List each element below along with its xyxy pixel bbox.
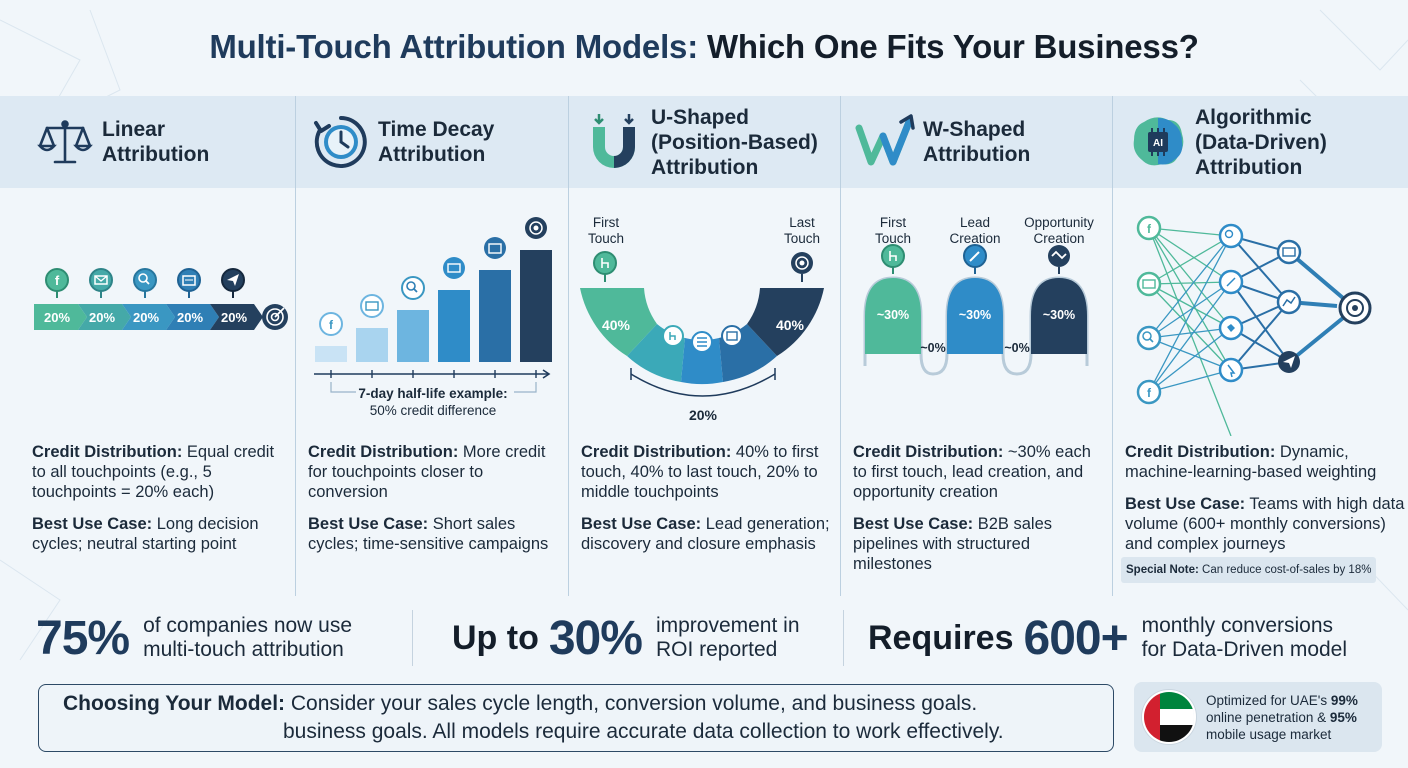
u-shaped-diagram: First Touch Last Touch 40% 40% 20% (569, 206, 840, 436)
stat-adoption: 75% of companies now use multi-touch att… (36, 611, 353, 665)
model-description: Credit Distribution: More credit for tou… (308, 443, 549, 553)
neural-network-diagram: f f (1113, 206, 1408, 437)
model-u-shaped: U-Shaped (Position-Based) Attribution Fi… (569, 96, 840, 596)
svg-text:Lead: Lead (960, 215, 990, 230)
svg-text:~30%: ~30% (1043, 308, 1075, 322)
model-name: W-Shaped Attribution (923, 118, 1031, 166)
svg-text:Touch: Touch (875, 231, 911, 246)
target-icon (262, 304, 288, 330)
svg-text:20%: 20% (177, 310, 203, 325)
choosing-your-model-box: Choosing Your Model: Consider your sales… (38, 684, 1114, 752)
model-header: Time Decay Attribution (296, 96, 568, 188)
stats-row: 75% of companies now use multi-touch att… (0, 606, 1408, 670)
linear-diagram: 20% 20% 20% 20% 20% f (20, 206, 295, 436)
svg-text:~30%: ~30% (877, 308, 909, 322)
display-ad-icon (721, 325, 743, 347)
model-description: Credit Distribution: Dynamic, machine-le… (1121, 442, 1408, 583)
model-description: Credit Distribution: ~30% each to first … (853, 443, 1091, 573)
model-header: Linear Attribution (20, 96, 295, 188)
svg-text:AI: AI (1153, 138, 1163, 149)
uae-market-badge: Optimized for UAE's 99% online penetrati… (1134, 682, 1382, 752)
email-icon (89, 268, 113, 298)
stat-conversions: Requires 600+ monthly conversions for Da… (868, 611, 1348, 665)
column-divider (568, 96, 569, 596)
svg-text:40%: 40% (602, 317, 631, 333)
svg-text:20%: 20% (221, 310, 247, 325)
svg-text:Creation: Creation (1033, 231, 1084, 246)
column-divider (840, 96, 841, 596)
time-decay-chart: f 7-day half-life example: 50% credit di… (296, 206, 568, 436)
uae-flag-icon (1142, 690, 1196, 744)
model-w-shaped: W-Shaped Attribution First Touch Lead Cr… (841, 96, 1112, 596)
w-trend-icon (855, 111, 917, 173)
svg-text:~0%: ~0% (920, 341, 945, 355)
touchpoint-pins: f (319, 217, 547, 336)
click-icon (881, 244, 905, 274)
svg-text:f: f (329, 318, 334, 332)
svg-text:Opportunity: Opportunity (1024, 215, 1094, 230)
search-icon (133, 268, 157, 298)
scales-icon (34, 111, 96, 173)
model-header: AI Algorithmic (Data-Driven) Attribution (1113, 96, 1408, 188)
svg-text:20%: 20% (133, 310, 159, 325)
click-icon (662, 325, 684, 347)
model-time-decay: Time Decay Attribution f (296, 96, 568, 596)
svg-text:50% credit difference: 50% credit difference (370, 403, 497, 418)
svg-text:f: f (1147, 386, 1152, 400)
handshake-icon (1048, 245, 1070, 274)
column-divider (295, 96, 296, 596)
svg-text:20%: 20% (89, 310, 115, 325)
model-description: Credit Distribution: 40% to first touch,… (581, 443, 830, 553)
svg-text:~30%: ~30% (959, 308, 991, 322)
clock-icon (310, 111, 372, 173)
stat-divider (843, 610, 844, 666)
svg-text:Touch: Touch (588, 231, 624, 246)
model-name: Algorithmic (Data-Driven) Attribution (1195, 105, 1327, 179)
svg-text:20%: 20% (689, 407, 718, 423)
u-magnet-icon (583, 111, 645, 173)
svg-text:f: f (1147, 222, 1152, 236)
target-icon (791, 252, 813, 282)
target-icon (1338, 291, 1372, 325)
special-note: Special Note: Can reduce cost-of-sales b… (1121, 557, 1377, 583)
svg-text:Touch: Touch (784, 231, 820, 246)
facebook-icon: f (45, 268, 69, 298)
svg-text:f: f (55, 273, 60, 288)
list-icon (691, 331, 713, 353)
svg-text:20%: 20% (44, 310, 70, 325)
stat-divider (412, 610, 413, 666)
model-description: Credit Distribution: Equal credit to all… (32, 443, 275, 553)
column-divider (1112, 96, 1113, 596)
send-icon (221, 268, 245, 298)
click-icon (593, 251, 617, 282)
model-header: U-Shaped (Position-Based) Attribution (569, 96, 840, 188)
model-linear: Linear Attribution 20% 20% 20% 20% 20% (20, 96, 295, 596)
svg-text:Creation: Creation (949, 231, 1000, 246)
model-name: U-Shaped (Position-Based) Attribution (651, 105, 818, 179)
svg-text:40%: 40% (776, 317, 805, 333)
model-name: Time Decay Attribution (378, 118, 495, 166)
svg-text:First: First (593, 215, 619, 230)
model-name: Linear Attribution (102, 118, 210, 166)
pen-icon (963, 244, 987, 274)
hidden-nodes (1218, 223, 1302, 383)
display-ad-icon (177, 268, 201, 298)
input-nodes: f f (1136, 215, 1162, 405)
ai-brain-icon: AI (1127, 111, 1189, 173)
svg-text:Last: Last (789, 215, 815, 230)
target-icon (525, 217, 547, 239)
svg-text:First: First (880, 215, 906, 230)
svg-text:7-day half-life example:: 7-day half-life example: (358, 386, 507, 401)
page-title: Multi-Touch Attribution Models: Which On… (209, 28, 1199, 65)
w-shaped-diagram: First Touch Lead Creation Opportunity Cr… (841, 206, 1112, 436)
model-header: W-Shaped Attribution (841, 96, 1112, 188)
stat-roi: Up to 30% improvement in ROI reported (452, 611, 800, 665)
model-algorithmic: AI Algorithmic (Data-Driven) Attribution (1113, 96, 1408, 596)
svg-text:~0%: ~0% (1004, 341, 1029, 355)
